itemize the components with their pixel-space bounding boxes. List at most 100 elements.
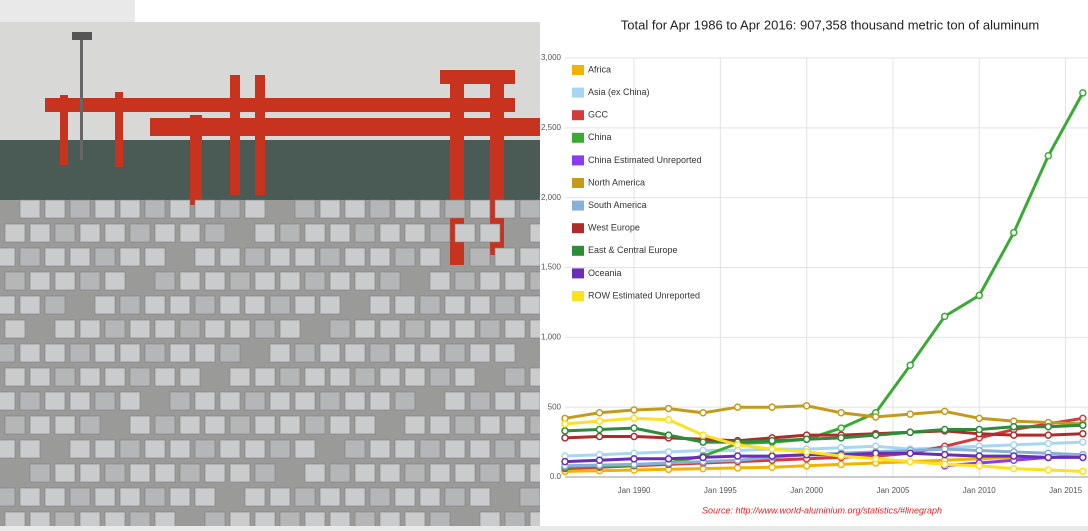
ingot-stack xyxy=(469,391,491,411)
ingot-stack xyxy=(229,511,251,531)
y-tick-label: 3,000 xyxy=(541,53,562,62)
ingot-stack xyxy=(4,367,26,387)
data-point xyxy=(871,455,880,463)
ingot-stack xyxy=(4,415,26,435)
ingot-stack xyxy=(404,463,426,483)
ingot-stack xyxy=(354,511,376,531)
ingot-stack xyxy=(179,463,201,483)
ingot-stack xyxy=(504,511,526,531)
ingot-stack xyxy=(469,295,491,315)
ingot-stack xyxy=(219,295,241,315)
ingot-stack xyxy=(494,391,516,411)
ingot-stack xyxy=(229,319,251,339)
chart-panel xyxy=(540,0,1088,526)
ingot-stack xyxy=(229,415,251,435)
ingot-stack xyxy=(119,391,141,411)
ingot-stack xyxy=(154,271,176,291)
ingot-stack xyxy=(29,415,51,435)
ingot-stack xyxy=(454,463,476,483)
ingot-stack xyxy=(129,223,151,243)
data-point xyxy=(1079,467,1087,476)
ingot-stack xyxy=(19,199,41,219)
ingot-stack xyxy=(104,367,126,387)
ingot-stack xyxy=(54,367,76,387)
data-point xyxy=(871,431,880,439)
ingot-stack xyxy=(119,199,141,219)
ingot-stack xyxy=(254,463,276,483)
ingot-stack xyxy=(319,343,341,363)
ingot-stack xyxy=(519,295,541,315)
data-point xyxy=(1079,421,1087,430)
ingot-stack xyxy=(379,319,401,339)
ingot-stack xyxy=(144,487,166,507)
data-point xyxy=(561,427,569,435)
ingot-stack xyxy=(19,295,41,315)
y-tick-label: 2,500 xyxy=(541,123,562,132)
ingot-stack xyxy=(219,439,241,459)
ingot-stack xyxy=(354,223,376,243)
legend-swatch xyxy=(572,268,584,279)
ingot-stack xyxy=(94,295,116,315)
ingot-stack xyxy=(4,511,26,531)
ingot-stack xyxy=(469,487,491,507)
data-point xyxy=(699,431,707,439)
ingot-stack xyxy=(329,271,351,291)
x-tick-label: Jan 1995 xyxy=(704,486,737,495)
ingot-stack xyxy=(19,343,41,363)
ingot-stack xyxy=(269,391,291,411)
ingot-stack xyxy=(69,343,91,363)
ingot-stack xyxy=(294,439,316,459)
x-tick-label: Jan 2005 xyxy=(876,486,909,495)
ingot-stack xyxy=(79,319,101,339)
ingot-stack xyxy=(179,367,201,387)
ingot-stack xyxy=(454,271,476,291)
ingot-stack xyxy=(304,223,326,243)
ingot-stack xyxy=(369,199,391,219)
ingot-stack xyxy=(419,295,441,315)
data-point xyxy=(699,438,707,446)
ingot-stack xyxy=(469,439,491,459)
ingot-stack xyxy=(104,319,126,339)
ingot-stack xyxy=(4,319,26,339)
ingot-stack xyxy=(469,247,491,267)
ingot-stack xyxy=(444,343,466,363)
data-point xyxy=(733,403,742,411)
legend-label: ROW Estimated Unreported xyxy=(588,290,700,300)
ingot-stack xyxy=(369,487,391,507)
legend-label: North America xyxy=(588,177,645,187)
ingot-stack xyxy=(29,463,51,483)
legend-swatch xyxy=(572,132,584,143)
ingot-stack xyxy=(379,367,401,387)
ingot-stack xyxy=(429,271,451,291)
series-line xyxy=(564,454,1083,473)
y-tick-label: 1,000 xyxy=(541,332,562,341)
ingot-stack xyxy=(294,343,316,363)
data-point xyxy=(699,409,707,417)
ingot-stack xyxy=(254,511,276,531)
ingot-stack xyxy=(354,319,376,339)
ingot-stack xyxy=(229,271,251,291)
ingot-stack xyxy=(144,199,166,219)
ingot-stack xyxy=(44,343,66,363)
ingot-stack xyxy=(94,391,116,411)
ingot-stack xyxy=(154,223,176,243)
ingot-stack xyxy=(204,415,226,435)
ingot-stack xyxy=(44,295,66,315)
ingot-stack xyxy=(219,343,241,363)
legend-label: China xyxy=(588,132,612,142)
legend-swatch xyxy=(572,200,584,211)
ingot-stack xyxy=(519,391,541,411)
legend-swatch xyxy=(572,291,584,301)
ingot-stack xyxy=(269,247,291,267)
ingot-stack xyxy=(379,271,401,291)
ingot-stack xyxy=(419,343,441,363)
ingot-stack xyxy=(79,223,101,243)
ingot-stack xyxy=(244,439,266,459)
ingot-stack xyxy=(144,295,166,315)
data-point xyxy=(940,407,949,416)
data-point xyxy=(837,452,845,460)
y-tick-label: 2,000 xyxy=(541,193,562,202)
ingot-stack xyxy=(94,439,116,459)
ingot-stack xyxy=(429,415,451,435)
ingot-stack xyxy=(194,247,216,267)
